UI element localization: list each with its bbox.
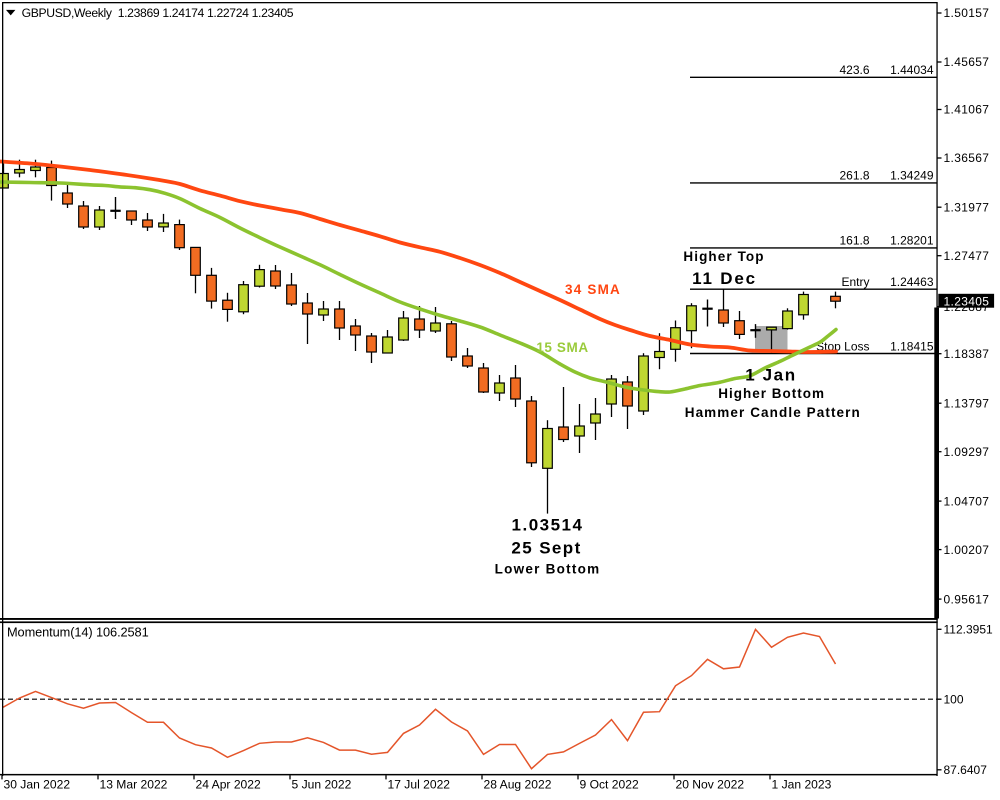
- svg-text:Higher Bottom: Higher Bottom: [718, 386, 825, 401]
- svg-text:Entry: Entry: [841, 275, 869, 289]
- svg-text:1.41067: 1.41067: [944, 103, 990, 117]
- svg-text:1.28201: 1.28201: [890, 234, 934, 248]
- svg-text:Higher Top: Higher Top: [683, 249, 764, 264]
- svg-text:GBPUSD,Weekly 1.23869 1.24174: GBPUSD,Weekly 1.23869 1.24174 1.22724 1.…: [22, 6, 294, 20]
- svg-text:1.23405: 1.23405: [944, 295, 990, 309]
- svg-text:9 Oct 2022: 9 Oct 2022: [580, 778, 639, 792]
- svg-text:Lower Bottom: Lower Bottom: [495, 561, 601, 576]
- svg-text:25 Sept: 25 Sept: [511, 539, 581, 558]
- svg-text:112.3951: 112.3951: [944, 623, 993, 637]
- svg-text:261.8: 261.8: [839, 169, 869, 183]
- svg-text:24 Apr 2022: 24 Apr 2022: [196, 778, 262, 792]
- svg-text:1.45657: 1.45657: [944, 55, 990, 69]
- svg-text:13 Mar 2022: 13 Mar 2022: [100, 778, 168, 792]
- svg-text:20 Nov 2022: 20 Nov 2022: [676, 778, 745, 792]
- svg-text:1 Jan 2023: 1 Jan 2023: [772, 778, 832, 792]
- svg-text:1.34249: 1.34249: [890, 169, 934, 183]
- svg-text:100: 100: [944, 692, 964, 706]
- svg-text:161.8: 161.8: [839, 234, 869, 248]
- svg-text:1 Jan: 1 Jan: [745, 366, 796, 385]
- svg-text:1.24463: 1.24463: [890, 275, 934, 289]
- svg-text:1.03514: 1.03514: [512, 516, 584, 535]
- svg-text:15 SMA: 15 SMA: [536, 340, 588, 355]
- svg-text:1.00207: 1.00207: [944, 543, 990, 557]
- svg-text:1.18387: 1.18387: [944, 347, 990, 361]
- svg-text:1.44034: 1.44034: [890, 63, 934, 77]
- svg-text:17 Jul 2022: 17 Jul 2022: [388, 778, 451, 792]
- svg-text:423.6: 423.6: [839, 63, 869, 77]
- svg-text:1.18415: 1.18415: [890, 339, 934, 353]
- svg-text:5 Jun 2022: 5 Jun 2022: [292, 778, 352, 792]
- svg-text:34 SMA: 34 SMA: [565, 282, 621, 297]
- svg-text:1.50157: 1.50157: [944, 6, 990, 20]
- svg-text:1.31977: 1.31977: [944, 200, 990, 214]
- svg-text:1.09297: 1.09297: [944, 445, 990, 459]
- svg-text:1.27477: 1.27477: [944, 249, 990, 263]
- svg-text:0.95617: 0.95617: [944, 592, 990, 606]
- svg-text:1.04707: 1.04707: [944, 494, 990, 508]
- svg-text:1.36567: 1.36567: [944, 151, 990, 165]
- svg-text:1.13797: 1.13797: [944, 396, 990, 410]
- svg-text:Hammer Candle Pattern: Hammer Candle Pattern: [685, 405, 861, 420]
- svg-text:11 Dec: 11 Dec: [692, 269, 757, 288]
- svg-text:87.6407: 87.6407: [944, 763, 988, 777]
- svg-text:30 Jan 2022: 30 Jan 2022: [4, 778, 71, 792]
- svg-text:28 Aug 2022: 28 Aug 2022: [484, 778, 552, 792]
- svg-text:Momentum(14) 106.2581: Momentum(14) 106.2581: [7, 625, 149, 640]
